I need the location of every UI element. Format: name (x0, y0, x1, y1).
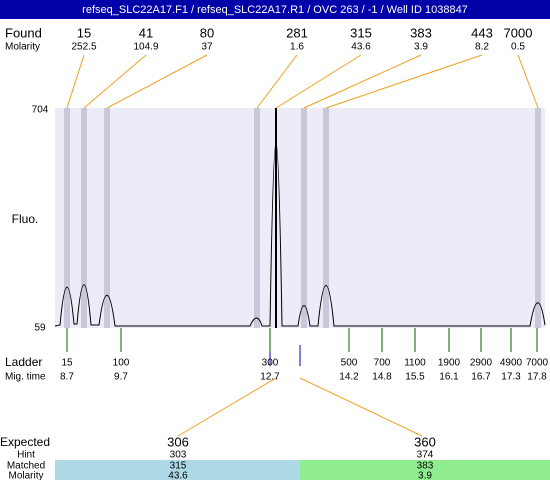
ladder-size: 4900 (500, 358, 523, 369)
peak-band (104, 108, 110, 328)
found-molarity: 1.6 (290, 42, 304, 53)
ladder-size: 1900 (438, 358, 461, 369)
molarity-bg (55, 471, 300, 480)
mig-time: 14.8 (372, 372, 392, 383)
matched: 383 (417, 461, 434, 472)
ladder-size: 2900 (470, 358, 493, 369)
peak-connector (106, 54, 208, 109)
title: refseq_SLC22A17.F1 / refseq_SLC22A17.R1 … (82, 4, 468, 16)
found-size: 15 (77, 25, 91, 40)
ladder-size: 7000 (526, 358, 549, 369)
molarity-bg (300, 471, 550, 480)
title-bar (0, 0, 550, 19)
found-molarity: 37 (201, 42, 213, 53)
mig-time: 12.7 (260, 372, 280, 383)
mig-time-label: Mig. time (5, 372, 46, 383)
found-molarity: 43.6 (351, 42, 371, 53)
expected-size: 360 (414, 434, 436, 449)
found-size: 281 (286, 25, 308, 40)
ladder-label: Ladder (5, 355, 42, 369)
peak-band (254, 108, 260, 328)
mig-time: 9.7 (114, 372, 128, 383)
peak-connector (303, 54, 422, 109)
y-top-label: 704 (32, 105, 49, 116)
found-size: 443 (471, 25, 493, 40)
peak-band (275, 108, 277, 328)
peak-band (64, 108, 70, 328)
y-axis-label: Fluo. (12, 212, 39, 226)
expected-size: 306 (167, 434, 189, 449)
peak-band (301, 108, 307, 328)
peak-connector (83, 54, 147, 109)
expected-molarity: 3.9 (418, 471, 432, 480)
ladder-size: 700 (374, 358, 391, 369)
matched: 315 (170, 461, 187, 472)
found-molarity-label: Molarity (5, 42, 40, 53)
matched-bg (55, 460, 300, 471)
found-label: Found (5, 25, 42, 40)
peak-connector (256, 54, 298, 109)
found-size: 41 (139, 25, 153, 40)
hint: 374 (417, 450, 434, 461)
ladder-size: 100 (113, 358, 130, 369)
hint: 303 (170, 450, 187, 461)
found-size: 315 (350, 25, 372, 40)
matched-bg (300, 460, 550, 471)
found-molarity: 3.9 (414, 42, 428, 53)
connector (299, 377, 423, 437)
expected-label: Expected (0, 435, 50, 449)
ladder-size: 15 (61, 358, 73, 369)
peak-band (323, 108, 329, 328)
peak-connector (66, 54, 85, 109)
expected-molarity: 43.6 (168, 471, 188, 480)
trace (54, 142, 546, 327)
molarity-label: Molarity (8, 471, 43, 480)
mig-time: 16.7 (471, 372, 491, 383)
mig-time: 15.5 (405, 372, 425, 383)
found-molarity: 252.5 (71, 42, 96, 53)
found-size: 383 (410, 25, 432, 40)
found-size: 80 (200, 25, 214, 40)
mig-time: 17.3 (501, 372, 521, 383)
found-molarity: 8.2 (475, 42, 489, 53)
peak-band (81, 108, 87, 328)
mig-time: 17.8 (527, 372, 547, 383)
connector (177, 377, 277, 437)
ladder-size: 1100 (404, 358, 426, 369)
peak-connector (325, 54, 483, 109)
peak-connector (275, 54, 362, 109)
peak-band (535, 108, 541, 328)
peak-connector (517, 54, 539, 109)
mig-time: 16.1 (439, 372, 459, 383)
ladder-size: 300 (262, 358, 279, 369)
hint-label: Hint (17, 450, 35, 461)
plot-area (55, 108, 545, 328)
found-molarity: 104.9 (133, 42, 158, 53)
y-bottom-label: 59 (34, 323, 46, 334)
matched-label: Matched (7, 461, 45, 472)
mig-time: 14.2 (339, 372, 359, 383)
found-molarity: 0.5 (511, 42, 525, 53)
ladder-size: 500 (341, 358, 358, 369)
mig-time: 8.7 (60, 372, 74, 383)
found-size: 7000 (504, 25, 533, 40)
